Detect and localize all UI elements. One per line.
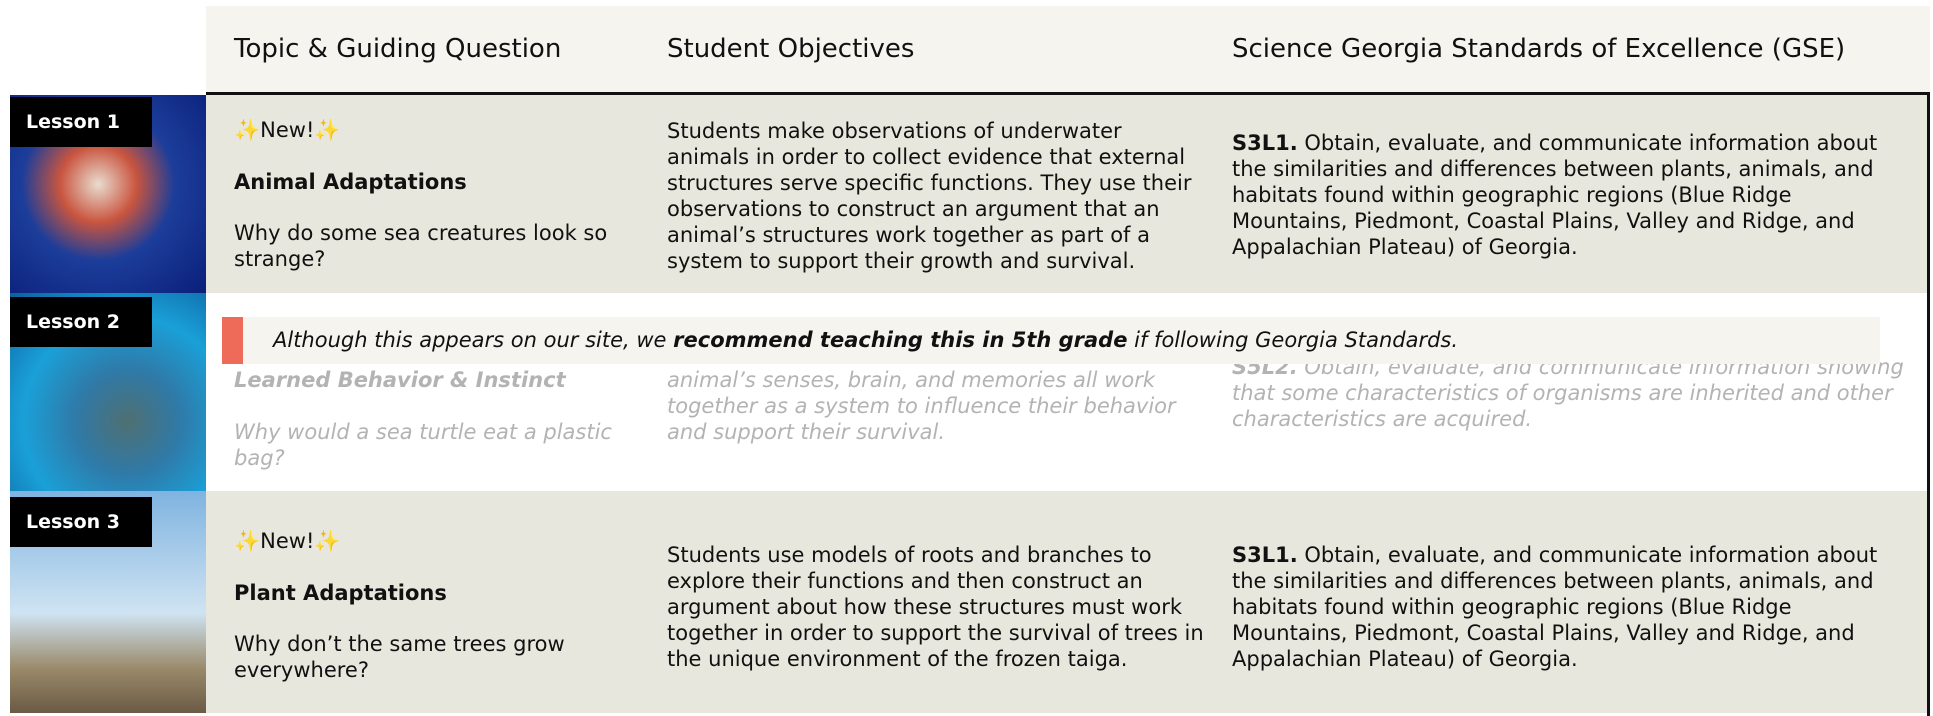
notice-bold: recommend teaching this in 5th grade bbox=[673, 328, 1128, 352]
standard: S3L1. Obtain, evaluate, and communicate … bbox=[1232, 542, 1892, 672]
table-border bbox=[206, 92, 1930, 95]
lesson-label: Lesson 3 bbox=[10, 497, 152, 547]
standard-code: S3L1. bbox=[1232, 543, 1298, 567]
row-bg bbox=[206, 93, 1930, 293]
standard-code: S3L1. bbox=[1232, 131, 1298, 155]
notice-text: Although this appears on our site, we re… bbox=[273, 328, 1458, 352]
header-band bbox=[206, 6, 1930, 92]
table-border bbox=[1927, 92, 1930, 716]
lesson-title: Plant Adaptations bbox=[234, 581, 447, 605]
objectives: Students use models of roots and branche… bbox=[667, 543, 1204, 671]
new-tag: ✨New!✨ bbox=[234, 118, 341, 142]
notice-banner: Although this appears on our site, we re… bbox=[222, 317, 1880, 364]
lesson-title: Animal Adaptations bbox=[234, 170, 467, 194]
objectives: Students make observations of underwater… bbox=[667, 119, 1192, 273]
column-header: Science Georgia Standards of Excellence … bbox=[1232, 34, 1846, 64]
lesson-title: Learned Behavior & Instinct bbox=[234, 368, 566, 392]
lesson-label: Lesson 1 bbox=[10, 97, 152, 147]
guiding-question: Why would a sea turtle eat a plastic bag… bbox=[234, 420, 612, 470]
guiding-question: Why don’t the same trees grow everywhere… bbox=[234, 632, 565, 682]
standard-text: Obtain, evaluate, and communicate inform… bbox=[1232, 355, 1904, 431]
guiding-question: Why do some sea creatures look so strang… bbox=[234, 221, 608, 271]
lesson-label: Lesson 2 bbox=[10, 297, 152, 347]
notice-bar bbox=[222, 317, 243, 364]
objectives: animal’s senses, brain, and memories all… bbox=[667, 368, 1176, 444]
new-tag: ✨New!✨ bbox=[234, 529, 341, 553]
column-header: Student Objectives bbox=[667, 34, 915, 64]
notice-part: Although this appears on our site, we bbox=[273, 328, 674, 352]
notice-part: if following Georgia Standards. bbox=[1127, 328, 1459, 352]
standard-text: Obtain, evaluate, and communicate inform… bbox=[1232, 543, 1878, 671]
row-bg bbox=[206, 491, 1930, 713]
standard-text: Obtain, evaluate, and communicate inform… bbox=[1232, 131, 1878, 259]
column-header: Topic & Guiding Question bbox=[234, 34, 562, 64]
standard: S5L2. Obtain, evaluate, and communicate … bbox=[1232, 354, 1922, 432]
standard: S3L1. Obtain, evaluate, and communicate … bbox=[1232, 130, 1892, 260]
